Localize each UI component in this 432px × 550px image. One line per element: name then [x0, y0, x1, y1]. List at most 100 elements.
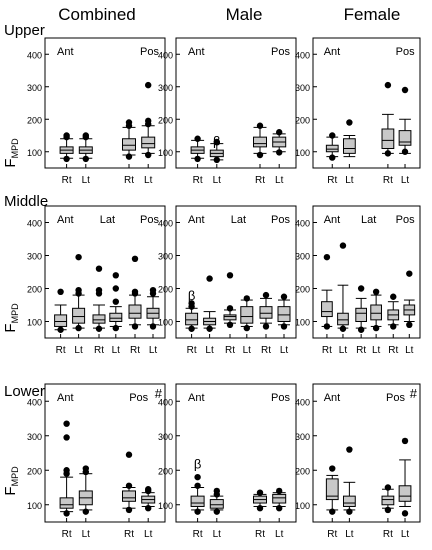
- group-label-ant: Ant: [57, 392, 74, 404]
- outlier-point: [406, 321, 413, 328]
- x-tick-label: Lt: [339, 345, 348, 356]
- outlier-point: [276, 505, 283, 512]
- outlier-point: [323, 253, 331, 261]
- y-tick-label: 400: [27, 50, 42, 60]
- outlier-point: [256, 122, 264, 129]
- box-iqr: [325, 478, 339, 501]
- outlier-point: [131, 288, 139, 295]
- x-tick-label: Lt: [345, 175, 354, 186]
- box-lt: [398, 437, 412, 517]
- box-iqr: [272, 493, 287, 504]
- y-tick-label: 100: [27, 148, 42, 158]
- panel-middle-female: 100 200 300 400 Rt Lt Rt Lt Rt Lt Ant Lat Pos: [295, 205, 421, 356]
- box-lt: [109, 272, 123, 332]
- box-rt: [128, 255, 142, 330]
- box-rt: [381, 484, 395, 514]
- box-lt: [240, 295, 254, 332]
- group-label-ant: Ant: [324, 214, 341, 226]
- outlier-point: [149, 286, 157, 294]
- x-tick-label: Lt: [74, 345, 83, 356]
- group-label-pos: Pos: [140, 46, 159, 58]
- box-lt: [272, 129, 287, 156]
- x-tick-label: Rt: [327, 529, 337, 540]
- group-label-pos: Pos: [271, 46, 290, 58]
- y-tick-label: 400: [295, 219, 310, 229]
- y-axis-label-middle: FMPD: [2, 303, 20, 333]
- y-tick-label: 300: [27, 83, 42, 93]
- y-tick-label: 300: [158, 83, 173, 93]
- box-iqr: [337, 312, 349, 326]
- y-tick-label: 200: [158, 115, 173, 125]
- box-iqr: [398, 130, 412, 146]
- outlier-point: [194, 508, 201, 515]
- outlier-point: [206, 275, 213, 282]
- box-lt: [209, 487, 224, 515]
- outlier-point: [346, 446, 353, 453]
- box-iqr: [209, 499, 224, 509]
- outlier-point: [276, 149, 283, 156]
- outlier-point: [145, 151, 152, 159]
- x-tick-label: Lt: [213, 529, 222, 540]
- y-tick-label: 200: [295, 466, 310, 476]
- box-iqr: [240, 306, 254, 324]
- outlier-point: [276, 487, 283, 495]
- box-rt: [190, 473, 205, 515]
- box-rt: [259, 291, 273, 330]
- outlier-point: [329, 154, 336, 161]
- y-tick-label: 100: [295, 148, 310, 158]
- box-rt: [59, 132, 74, 163]
- outlier-point: [145, 117, 152, 125]
- outlier-point: [329, 465, 336, 472]
- y-tick-label: 400: [158, 50, 173, 60]
- group-label-pos: Pos: [271, 392, 290, 404]
- outlier-point: [131, 323, 139, 330]
- x-tick-label: Lt: [144, 175, 153, 186]
- panel-upper-female: 100 200 300 400 Rt Lt Rt Lt Ant Pos: [295, 37, 421, 186]
- significance-mark: β: [194, 457, 201, 472]
- box-iqr: [259, 306, 273, 319]
- outlier-point: [57, 288, 64, 295]
- x-tick-label: Rt: [225, 345, 235, 356]
- outlier-point: [346, 508, 353, 515]
- box-iqr: [370, 304, 382, 321]
- group-label-pos: Pos: [396, 46, 415, 58]
- x-tick-label: Rt: [94, 345, 104, 356]
- panel-frame: [175, 205, 297, 339]
- y-tick-label: 200: [295, 285, 310, 295]
- outlier-point: [95, 286, 103, 294]
- outlier-point: [82, 155, 90, 163]
- y-tick-label: 100: [295, 501, 310, 511]
- box-iqr: [54, 314, 68, 327]
- outlier-point: [213, 508, 220, 515]
- box-lt: [370, 288, 382, 332]
- panels-layer: 100 200 300 400 Rt Lt Rt Lt Ant Pos 100 200 300 400 Rt…: [27, 37, 421, 540]
- outlier-point: [194, 473, 201, 481]
- box-lt: [78, 465, 93, 515]
- x-tick-label: Lt: [345, 529, 354, 540]
- outlier-point: [226, 272, 234, 279]
- outlier-point: [357, 326, 365, 333]
- outlier-point: [213, 156, 220, 164]
- y-label-sub: MPD: [10, 303, 20, 324]
- box-lt: [141, 81, 156, 159]
- x-tick-label: Lt: [213, 175, 222, 186]
- panel-lower-combined: 100 200 300 400 Rt Lt Rt Lt Ant Pos #: [27, 383, 166, 540]
- y-tick-label: 400: [27, 397, 42, 407]
- x-tick-label: Lt: [372, 345, 381, 356]
- outlier-point: [339, 325, 347, 332]
- outlier-point: [329, 508, 336, 515]
- row-label-middle: Middle: [4, 193, 48, 210]
- group-label-lat: Lat: [100, 214, 115, 226]
- svg-text:FMPD: FMPD: [2, 303, 20, 333]
- y-label-main: F: [2, 486, 19, 495]
- outlier-point: [390, 323, 397, 330]
- x-tick-label: Rt: [193, 175, 203, 186]
- outlier-point: [256, 151, 264, 159]
- box-iqr: [128, 304, 142, 319]
- group-label-ant: Ant: [188, 214, 205, 226]
- outlier-point: [276, 129, 283, 136]
- box-rt: [190, 135, 205, 163]
- panel-frame: [44, 205, 166, 339]
- outlier-point: [401, 148, 409, 155]
- x-tick-label: Lt: [275, 529, 284, 540]
